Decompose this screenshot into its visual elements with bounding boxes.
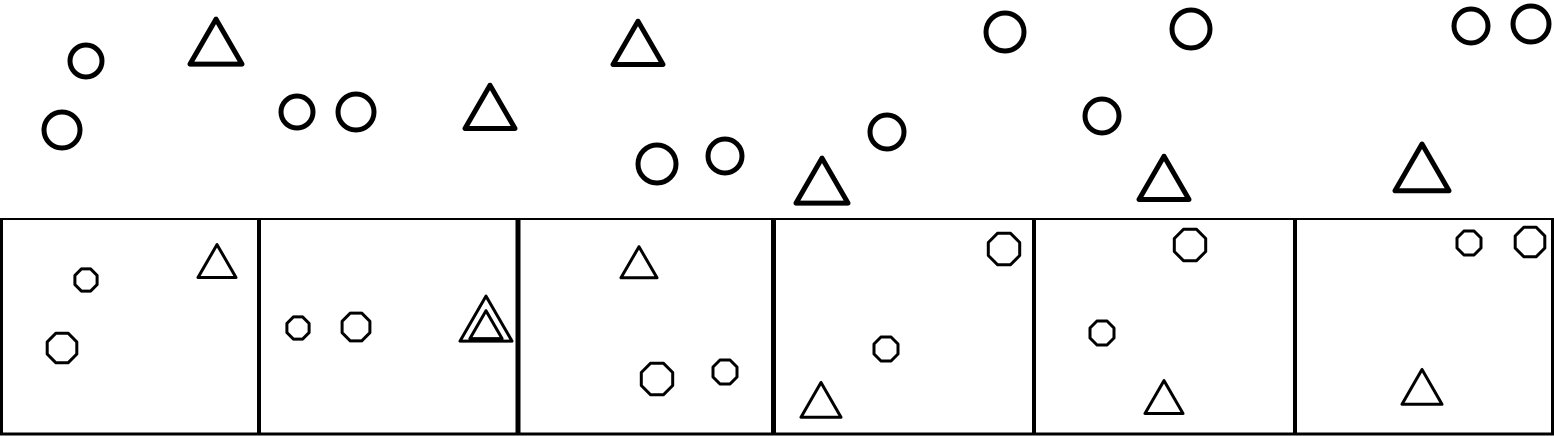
octagon-icon: [986, 231, 1022, 267]
circle-icon: [1169, 7, 1213, 51]
triangle-icon: [196, 243, 238, 279]
triangle-icon: [1143, 379, 1185, 415]
octagon-icon: [1513, 225, 1547, 259]
top-row-shapes: [41, 3, 1552, 206]
triangle-icon: [610, 18, 666, 67]
circle-icon: [705, 136, 745, 176]
circle-icon: [278, 93, 316, 131]
octagon-icon: [1088, 319, 1116, 347]
circle-icon: [867, 112, 907, 152]
triangle-icon: [793, 155, 851, 206]
circle-icon: [983, 10, 1027, 54]
triangle-icon: [187, 16, 245, 67]
octagon-icon: [73, 267, 99, 293]
octagon-icon: [639, 361, 675, 397]
circle-icon: [67, 42, 105, 80]
octagon-icon: [45, 331, 79, 365]
circle-icon: [1510, 3, 1552, 45]
triangle-icon: [1392, 141, 1452, 194]
triangle-icon: [619, 245, 659, 280]
octagon-icon: [711, 358, 739, 386]
triangle-icon: [1136, 153, 1192, 202]
triangle-icon: [458, 294, 514, 343]
octagon-icon: [1455, 229, 1483, 257]
answer-panels: [0, 218, 1554, 436]
octagon-icon: [340, 311, 372, 343]
octagon-icon: [285, 315, 311, 341]
inner-triangle-icon: [468, 309, 504, 341]
triangle-icon: [799, 381, 843, 419]
octagon-icon: [872, 335, 900, 363]
circle-icon: [1451, 6, 1491, 46]
triangle-icon: [1400, 368, 1444, 406]
circle-icon: [41, 109, 83, 151]
circle-icon: [335, 91, 377, 133]
triangle-icon: [462, 82, 518, 131]
circle-icon: [1082, 96, 1122, 136]
circle-icon: [635, 142, 679, 186]
octagon-icon: [1172, 227, 1208, 263]
